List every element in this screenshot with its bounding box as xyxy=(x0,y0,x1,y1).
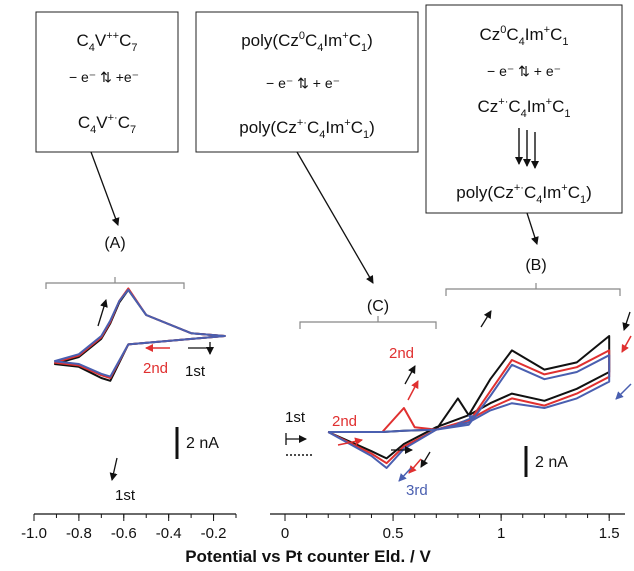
x-tick-label-a-0: -1.0 xyxy=(21,525,47,542)
box-c-arrows: − e⁻ ⇅ + e⁻ xyxy=(266,75,340,91)
pointer-arrow-a xyxy=(90,151,120,226)
arrow-red-b2 xyxy=(621,335,632,353)
start-marker-b xyxy=(285,433,306,445)
ticks-b: 0 0.5 1 1.5 xyxy=(281,514,620,542)
cv-panel-a xyxy=(53,287,226,382)
label-3rd: 3rd xyxy=(406,482,428,499)
label-b: (B) xyxy=(525,257,546,274)
arrow-black-b3 xyxy=(622,311,631,331)
bracket-c xyxy=(299,316,437,329)
arrow-blue-c-down xyxy=(398,467,412,482)
x-tick-label-b-0: 0 xyxy=(281,525,289,542)
arrow-red-c-down xyxy=(408,458,422,474)
box-b-arrows: − e⁻ ⇅ + e⁻ xyxy=(487,63,561,79)
bracket-b xyxy=(445,283,621,296)
x-tick-label-b-1: 0.5 xyxy=(383,525,404,542)
cv-panel-b xyxy=(327,335,611,469)
cv-series-a-3 xyxy=(53,288,226,378)
arrow-black-b2 xyxy=(480,310,492,328)
arrow-up-a xyxy=(97,299,108,327)
box-a-arrows: − e⁻ ⇅ +e⁻ xyxy=(69,69,139,85)
arrow-red-b1 xyxy=(407,380,419,401)
label-1st-a-bottom: 1st xyxy=(115,487,136,504)
arrow-black-b1 xyxy=(404,365,416,385)
x-tick-label-a-3: -0.4 xyxy=(156,525,182,542)
arrow-blue-b2 xyxy=(615,383,632,400)
pointer-arrow-c xyxy=(296,151,374,284)
label-2nd-a: 2nd xyxy=(143,360,168,377)
scalebar-b-label: 2 nA xyxy=(535,454,568,471)
cv-series-b-2 xyxy=(327,349,611,465)
scheme-box-c: poly(Cz0C4Im+C1) − e⁻ ⇅ + e⁻ poly(Cz+·C4… xyxy=(195,11,419,153)
x-axis-label: Potential vs Pt counter Eld. / V xyxy=(185,547,431,566)
label-c: (C) xyxy=(367,298,389,315)
scheme-box-b: Cz0C4Im+C1 − e⁻ ⇅ + e⁻ Cz+·C4Im+C1 poly(… xyxy=(425,4,623,214)
x-tick-label-b-2: 1 xyxy=(497,525,505,542)
scalebar-a-label: 2 nA xyxy=(186,435,219,452)
label-2nd-b: 2nd xyxy=(389,345,414,362)
label-2nd-c: 2nd xyxy=(332,413,357,430)
x-tick-label-b-3: 1.5 xyxy=(599,525,620,542)
x-tick-label-a-1: -0.8 xyxy=(66,525,92,542)
arrow-red-c xyxy=(337,437,363,446)
scheme-box-a: C4V++C7 − e⁻ ⇅ +e⁻ C4V+·C7 xyxy=(35,11,179,153)
arrow-black-c-down xyxy=(420,451,431,468)
cv-series-b-3 xyxy=(327,354,611,469)
arrow-down-a xyxy=(109,457,118,481)
label-a: (A) xyxy=(104,235,125,252)
triple-down-arrow-icon xyxy=(515,128,539,169)
x-tick-label-a-2: -0.6 xyxy=(111,525,137,542)
start-marker-a xyxy=(188,342,210,354)
arrow-blue-b1 xyxy=(456,415,477,425)
label-1st-c: 1st xyxy=(285,409,306,426)
bracket-a xyxy=(45,277,185,289)
label-1st-a: 1st xyxy=(185,363,206,380)
x-tick-label-a-4: -0.2 xyxy=(201,525,227,542)
pointer-arrow-b xyxy=(526,212,539,245)
ticks-a: -1.0 -0.8 -0.6 -0.4 -0.2 xyxy=(21,514,237,542)
